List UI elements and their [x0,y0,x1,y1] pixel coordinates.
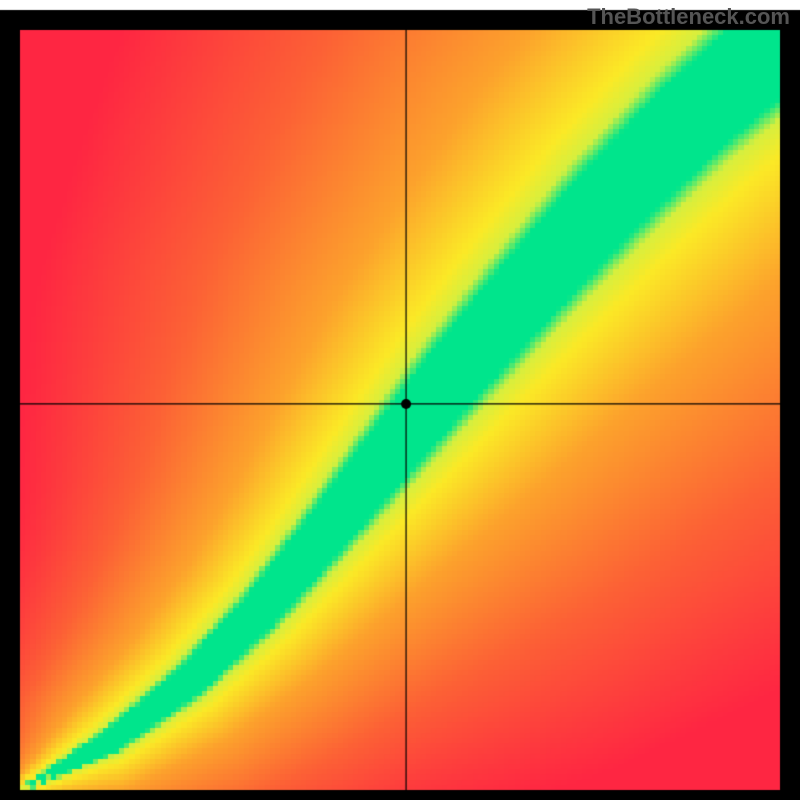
bottleneck-heatmap [0,0,800,800]
watermark-text: TheBottleneck.com [587,4,790,30]
chart-container: { "watermark": { "text": "TheBottleneck.… [0,0,800,800]
